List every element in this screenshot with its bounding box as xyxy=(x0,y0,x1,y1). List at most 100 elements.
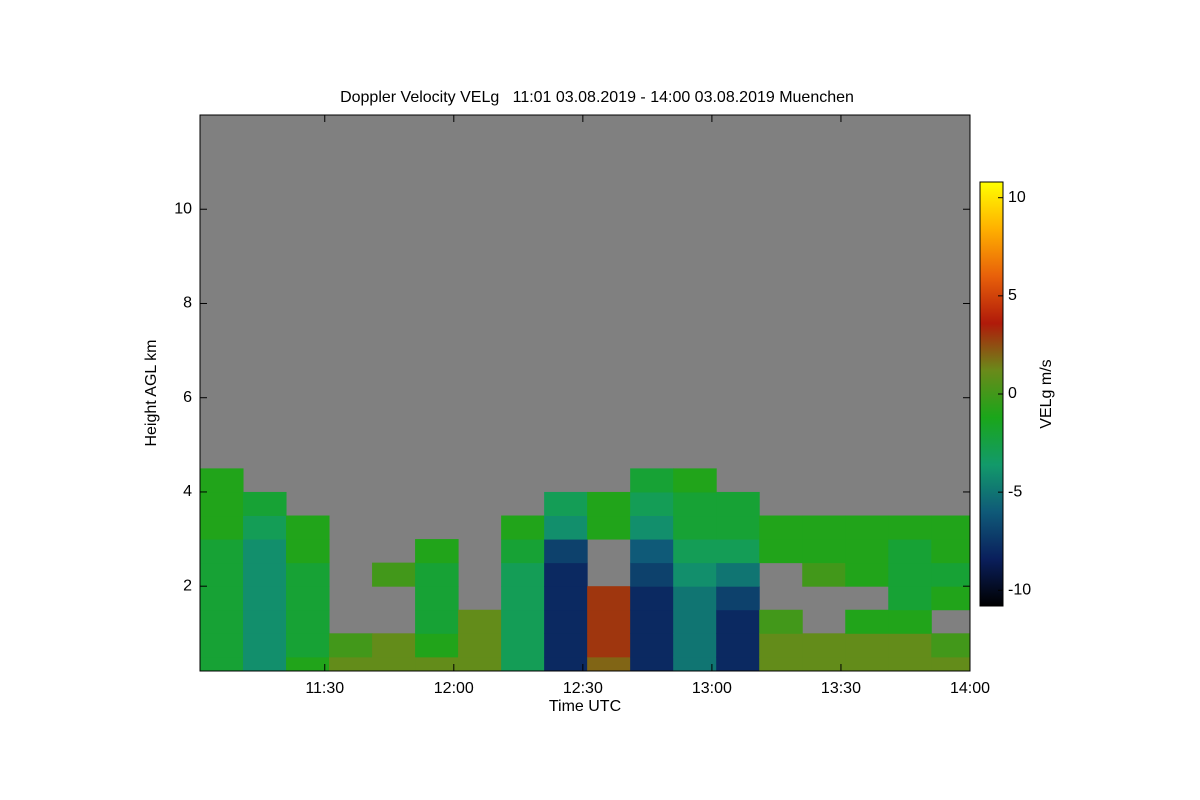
x-tick-label: 12:00 xyxy=(434,680,474,697)
plot-frame xyxy=(199,114,971,672)
heatmap-cell xyxy=(587,609,631,634)
heatmap-cell xyxy=(673,562,717,587)
heatmap-cell xyxy=(630,539,674,564)
heatmap-cell xyxy=(458,609,502,634)
heatmap-cell xyxy=(200,491,244,517)
heatmap-cell xyxy=(501,515,545,540)
y-tick-label: 4 xyxy=(183,483,192,500)
colorbar-label: VELg m/s xyxy=(1038,359,1055,428)
y-tick-label: 8 xyxy=(183,295,192,312)
heatmap-cell xyxy=(673,468,717,493)
y-axis-label: Height AGL km xyxy=(143,339,160,446)
heatmap-cell xyxy=(243,586,287,611)
heatmap-cell xyxy=(931,515,971,540)
heatmap-cell xyxy=(415,609,459,634)
heatmap-cell xyxy=(286,656,330,672)
x-tick-label: 14:00 xyxy=(950,680,990,697)
heatmap-cell xyxy=(372,633,416,658)
heatmap-cell xyxy=(372,656,416,672)
heatmap-cell xyxy=(716,515,760,540)
heatmap-cell xyxy=(200,633,244,658)
colorbar-tick-label: 5 xyxy=(1008,287,1017,304)
heatmap-cell xyxy=(200,609,244,634)
heatmap-cell xyxy=(544,562,588,587)
heatmap-cell xyxy=(458,633,502,658)
heatmap-cell xyxy=(630,491,674,517)
colorbar-tick-label: -10 xyxy=(1008,582,1031,599)
heatmap-cell xyxy=(673,609,717,634)
heatmap-cell xyxy=(759,515,803,540)
heatmap-cell xyxy=(501,539,545,564)
y-tick-label: 6 xyxy=(183,389,192,406)
heatmap-cell xyxy=(200,656,244,672)
heatmap-cell xyxy=(888,539,932,564)
heatmap-cell xyxy=(673,515,717,540)
heatmap-cell xyxy=(501,562,545,587)
heatmap-cell xyxy=(888,656,932,672)
heatmap-cell xyxy=(200,562,244,587)
heatmap-cell xyxy=(501,633,545,658)
heatmap-cell xyxy=(415,586,459,611)
heatmap-cell xyxy=(716,633,760,658)
heatmap-cell xyxy=(243,656,287,672)
x-tick-label: 13:30 xyxy=(821,680,861,697)
heatmap-cell xyxy=(845,515,889,540)
heatmap-cell xyxy=(759,539,803,564)
heatmap-cell xyxy=(802,515,846,540)
heatmap-cell xyxy=(243,633,287,658)
heatmap-cell xyxy=(630,586,674,611)
heatmap-cell xyxy=(931,562,971,587)
y-tick-label: 10 xyxy=(174,200,192,217)
heatmap-cell xyxy=(243,609,287,634)
heatmap-cell xyxy=(243,539,287,564)
heatmap-cell xyxy=(286,539,330,564)
heatmap-cell xyxy=(415,633,459,658)
heatmap-cell xyxy=(544,609,588,634)
heatmap-cell xyxy=(845,633,889,658)
heatmap-cell xyxy=(286,633,330,658)
heatmap-cell xyxy=(845,562,889,587)
colorbar-tick-label: 10 xyxy=(1008,189,1026,206)
heatmap-cell xyxy=(587,515,631,540)
x-tick-label: 13:00 xyxy=(692,680,732,697)
heatmap-cell xyxy=(286,586,330,611)
heatmap-cell xyxy=(587,633,631,658)
heatmap-cell xyxy=(243,491,287,517)
heatmap-cell xyxy=(372,562,416,587)
colorbar-tick-label: -5 xyxy=(1008,483,1022,500)
chart-title: Doppler Velocity VELg 11:01 03.08.2019 -… xyxy=(340,89,854,106)
heatmap-cell xyxy=(243,562,287,587)
heatmap-cell xyxy=(931,656,971,672)
heatmap-cell xyxy=(802,656,846,672)
heatmap-cell xyxy=(544,633,588,658)
heatmap-cell xyxy=(544,586,588,611)
heatmap-cell xyxy=(630,609,674,634)
heatmap-cell xyxy=(802,539,846,564)
heatmap-cell xyxy=(931,633,971,658)
heatmap-cell xyxy=(716,656,760,672)
heatmap-cell xyxy=(888,633,932,658)
heatmap-cell xyxy=(544,656,588,672)
heatmap-cell xyxy=(759,656,803,672)
heatmap-cell xyxy=(630,562,674,587)
heatmap-cell xyxy=(587,586,631,611)
heatmap-cell xyxy=(802,633,846,658)
heatmap-cell xyxy=(630,468,674,493)
heatmap-cell xyxy=(501,586,545,611)
heatmap-cell xyxy=(415,539,459,564)
heatmap-cell xyxy=(759,609,803,634)
heatmap-cell xyxy=(716,609,760,634)
heatmap-cell xyxy=(243,515,287,540)
heatmap-cell xyxy=(888,562,932,587)
heatmap-cell xyxy=(544,539,588,564)
heatmap-cell xyxy=(587,491,631,517)
heatmap-cell xyxy=(845,656,889,672)
heatmap-cell xyxy=(845,609,889,634)
heatmap-cell xyxy=(544,491,588,517)
heatmap-cell xyxy=(716,491,760,517)
heatmap-cell xyxy=(716,562,760,587)
heatmap-cell xyxy=(501,656,545,672)
heatmap-cell xyxy=(415,562,459,587)
heatmap-cell xyxy=(931,586,971,611)
